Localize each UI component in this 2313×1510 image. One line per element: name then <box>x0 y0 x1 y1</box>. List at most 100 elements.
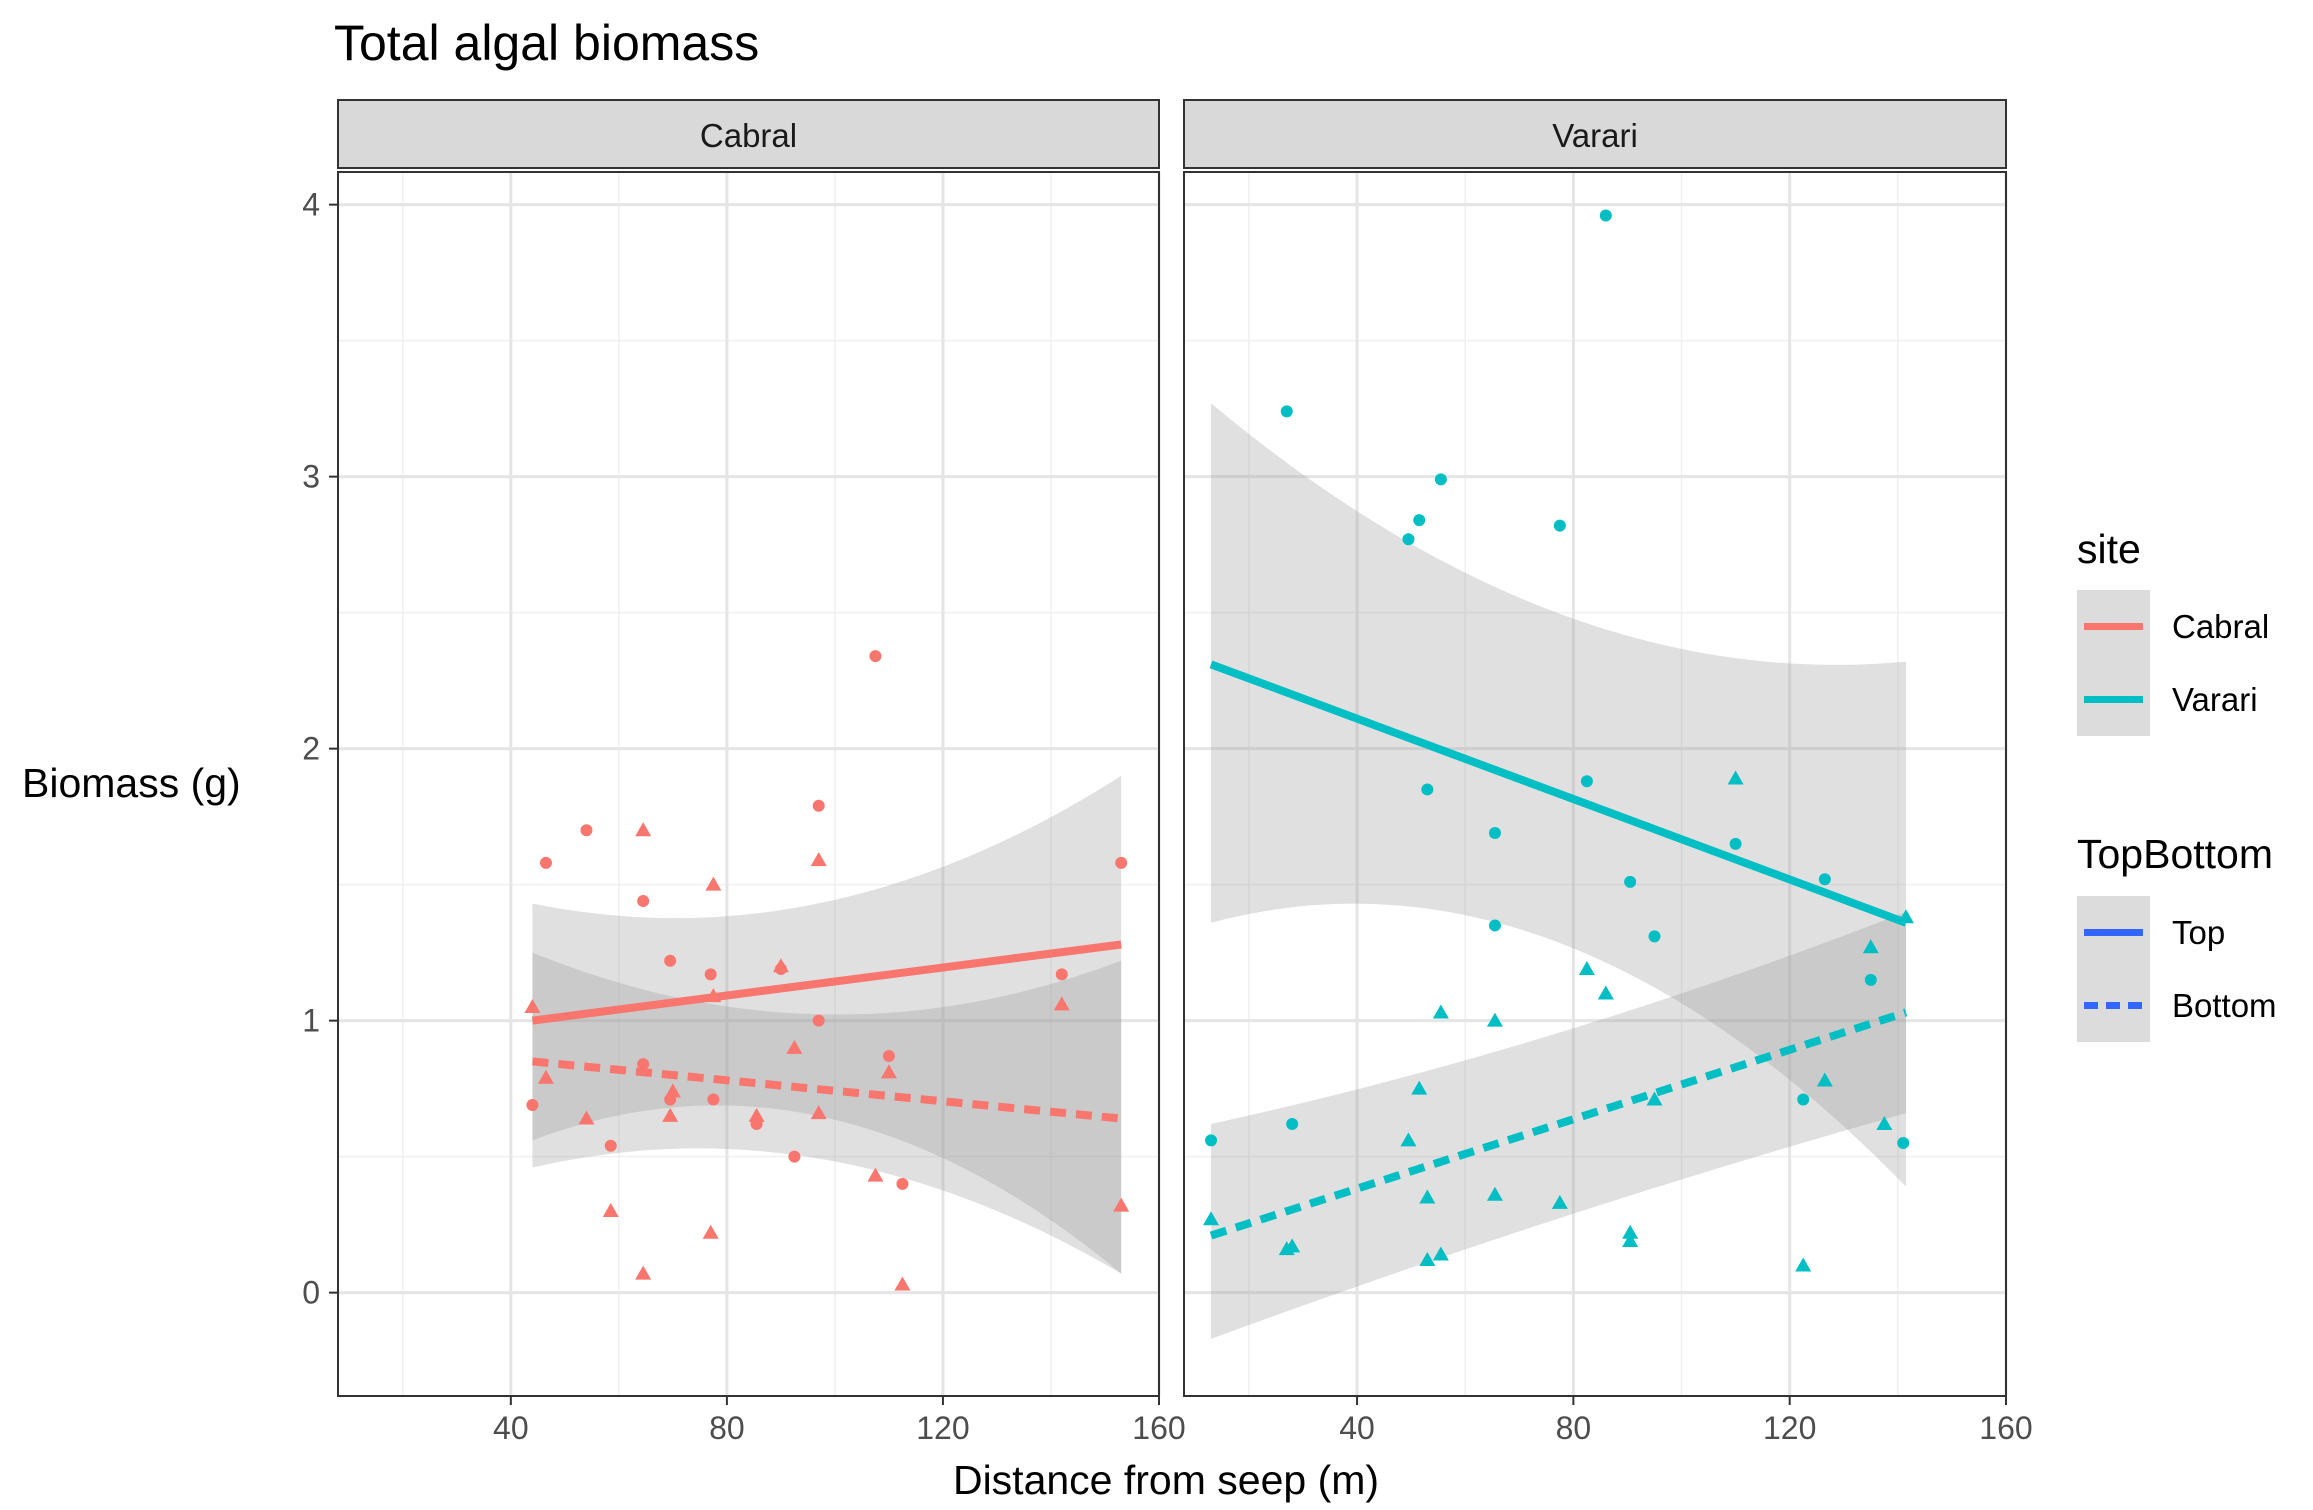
y-tick-label: 3 <box>302 459 320 495</box>
data-point-top <box>1205 1134 1218 1147</box>
fit-line-bottom <box>532 1057 1122 1123</box>
data-point-bottom <box>1432 1246 1449 1261</box>
data-point-top <box>1797 1093 1810 1106</box>
data-point-bottom <box>1578 960 1595 975</box>
data-point-bottom <box>894 1276 911 1291</box>
panel-varari: Varari 40 80 120 160 <box>1183 99 2033 1446</box>
data-point-bottom <box>748 1107 765 1122</box>
data-point-top <box>526 1098 539 1111</box>
data-point-bottom <box>867 1167 884 1182</box>
facet-strip <box>1183 99 2007 169</box>
data-point-top <box>1280 405 1293 418</box>
y-axis-label: Biomass (g) <box>22 760 241 806</box>
data-point-top <box>869 650 882 663</box>
data-point-bottom <box>635 1265 652 1280</box>
data-point-top <box>1402 533 1415 546</box>
data-point-top <box>1434 473 1447 486</box>
data-point-bottom <box>1597 985 1614 1000</box>
panel-background <box>338 172 1159 1396</box>
data-point-top <box>704 968 717 981</box>
data-point-bottom <box>635 822 652 837</box>
data-point-bottom <box>1727 770 1744 785</box>
x-axis-label: Distance from seep (m) <box>953 1457 1379 1503</box>
data-point-bottom <box>880 1064 897 1079</box>
fit-line-bottom <box>1209 1008 1908 1240</box>
x-tick-label: 160 <box>1132 1410 1185 1446</box>
data-point-top <box>637 894 650 907</box>
data-point-bottom <box>1486 1186 1503 1201</box>
legend-label: Varari <box>2172 681 2258 718</box>
data-point-top <box>1624 875 1637 888</box>
confidence-band-top <box>532 775 1122 1274</box>
data-point-bottom <box>1622 1232 1639 1247</box>
data-point-top <box>1818 873 1831 886</box>
data-point-top <box>1421 783 1434 796</box>
data-point-bottom <box>772 958 789 973</box>
data-point-top <box>896 1177 909 1190</box>
confidence-band-bottom <box>532 952 1122 1274</box>
fit-line-top <box>1209 660 1908 927</box>
data-point-top <box>580 824 593 837</box>
y-tick-label: 1 <box>302 1003 320 1039</box>
data-point-bottom <box>662 1107 679 1122</box>
data-point-bottom <box>810 852 827 867</box>
data-point-top <box>882 1050 895 1062</box>
data-point-bottom <box>702 1224 719 1239</box>
data-point-bottom <box>578 1110 595 1125</box>
data-point-bottom <box>537 1069 554 1084</box>
data-point-bottom <box>1816 1072 1833 1087</box>
data-point-top <box>1648 930 1661 943</box>
fit-line-top <box>531 940 1122 1025</box>
data-point-top <box>1115 856 1128 869</box>
legend-title: site <box>2077 526 2141 572</box>
legend-site: site Cabral Varari <box>2077 526 2269 736</box>
legend-label: Top <box>2172 914 2225 951</box>
data-point-bottom <box>1400 1132 1417 1147</box>
data-point-bottom <box>1551 1194 1568 1209</box>
data-point-top <box>1553 519 1566 532</box>
data-point-top <box>812 1014 825 1027</box>
data-point-top <box>1580 775 1593 788</box>
x-tick-label: 120 <box>916 1410 969 1446</box>
panel-border <box>337 171 1160 1397</box>
facet-strip-label: Varari <box>1552 117 1638 154</box>
data-point-bottom <box>1622 1224 1639 1239</box>
data-point-top <box>788 1150 801 1163</box>
data-point-top <box>539 856 552 869</box>
data-point-top <box>664 954 677 967</box>
y-tick-label: 4 <box>302 187 320 223</box>
data-point-top <box>812 799 825 812</box>
data-point-bottom <box>1646 1091 1663 1106</box>
y-tick-label: 2 <box>302 731 320 767</box>
y-tick-label: 0 <box>302 1275 320 1311</box>
data-point-bottom <box>1486 1012 1503 1027</box>
data-point-bottom <box>1284 1238 1301 1253</box>
data-point-top <box>1055 968 1068 981</box>
data-point-bottom <box>602 1203 619 1218</box>
data-point-top <box>1729 837 1742 850</box>
legend-label: Cabral <box>2172 608 2269 645</box>
data-point-bottom <box>1795 1257 1812 1272</box>
data-point-bottom <box>1053 996 1070 1011</box>
x-tick-label: 80 <box>709 1410 745 1446</box>
data-point-top <box>637 1058 650 1071</box>
legend-label: Bottom <box>2172 987 2277 1024</box>
data-point-bottom <box>1411 1080 1428 1095</box>
chart-title: Total algal biomass <box>334 15 759 71</box>
facet-strip-label: Cabral <box>700 117 797 154</box>
legend-title: TopBottom <box>2077 831 2273 877</box>
x-tick-label: 160 <box>1979 1410 2032 1446</box>
panel-cabral: Cabral 40 80 120 160 0 1 2 3 4 <box>302 99 1186 1446</box>
data-point-bottom <box>1419 1189 1436 1204</box>
x-tick-label: 80 <box>1556 1410 1592 1446</box>
facet-strip <box>337 99 1160 169</box>
data-point-bottom <box>1862 939 1879 954</box>
data-point-bottom <box>1876 1116 1893 1130</box>
data-point-top <box>707 1093 720 1106</box>
data-point-top <box>1488 919 1501 932</box>
data-point-top <box>604 1139 617 1152</box>
x-tick-label: 40 <box>493 1410 529 1446</box>
data-point-top <box>1286 1118 1299 1130</box>
